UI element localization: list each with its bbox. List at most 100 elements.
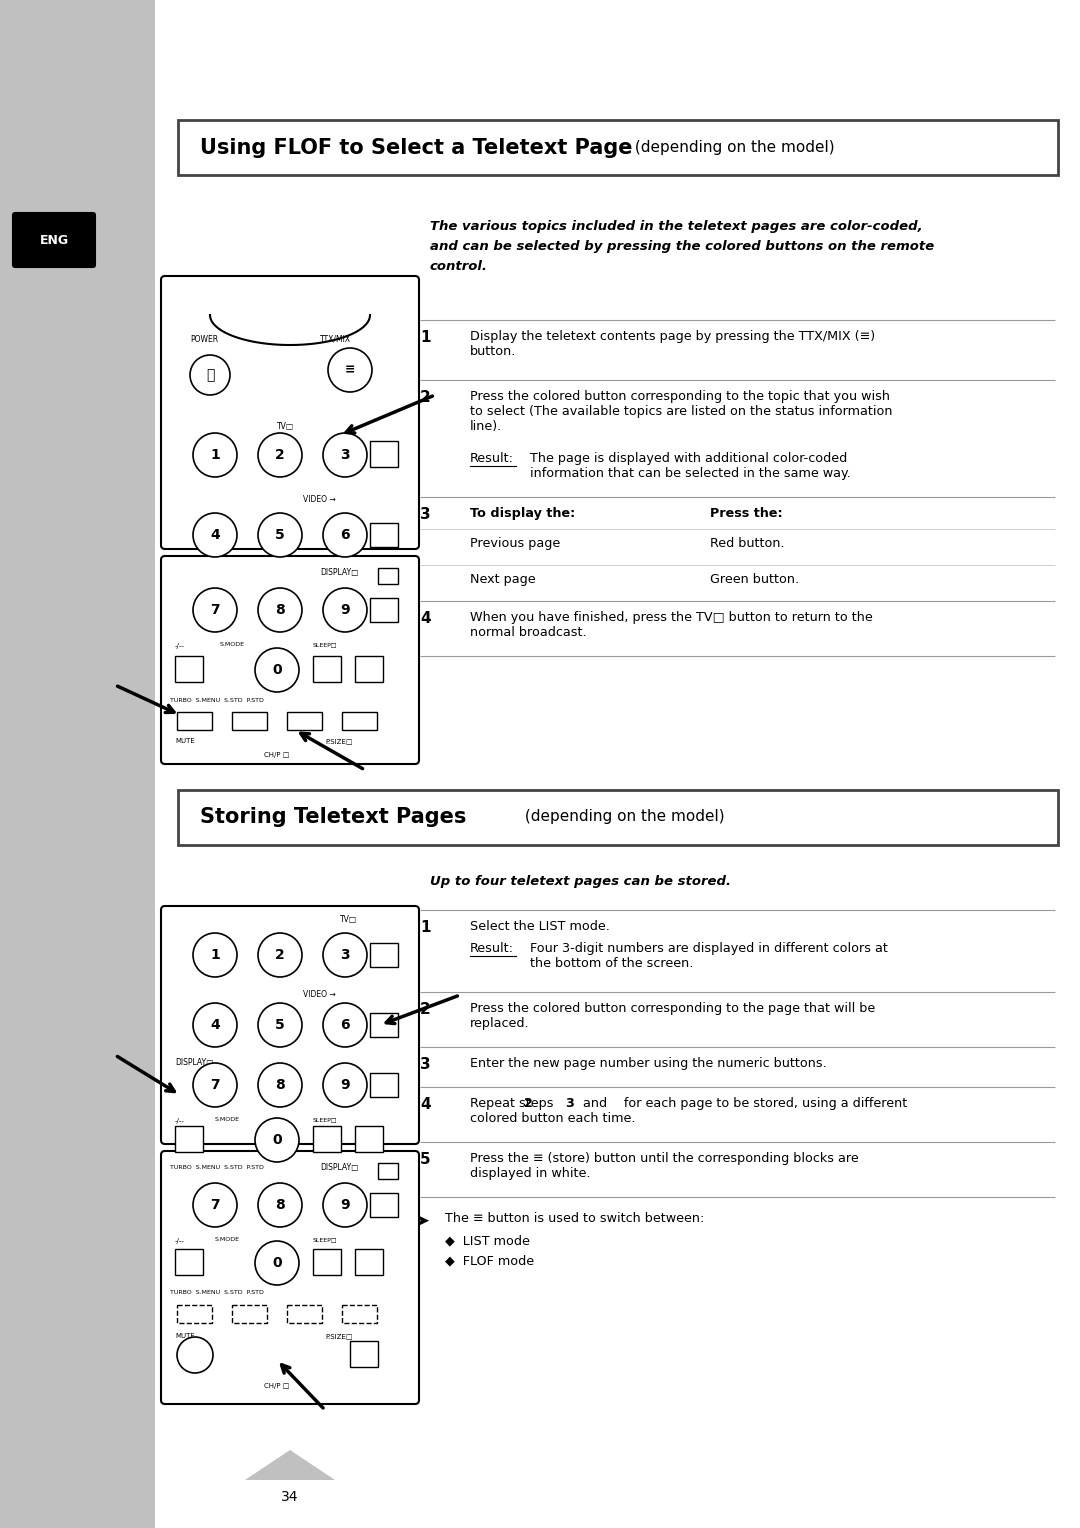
Bar [313, 656, 341, 681]
Text: 6: 6 [340, 529, 350, 542]
Text: Press the ≡ (store) button until the corresponding blocks are
displayed in white: Press the ≡ (store) button until the cor… [470, 1152, 859, 1180]
Circle shape [258, 432, 302, 477]
Text: and can be selected by pressing the colored buttons on the remote: and can be selected by pressing the colo… [430, 240, 934, 254]
Text: ENG: ENG [40, 234, 68, 246]
Text: 0: 0 [272, 1256, 282, 1270]
Text: Red button.: Red button. [710, 536, 785, 550]
Circle shape [255, 1118, 299, 1161]
Circle shape [255, 1241, 299, 1285]
Text: Green button.: Green button. [710, 573, 799, 587]
Bar [232, 1305, 267, 1323]
Text: CH/P □: CH/P □ [265, 752, 289, 758]
FancyBboxPatch shape [13, 212, 95, 267]
FancyBboxPatch shape [161, 277, 419, 549]
Bar [355, 656, 383, 681]
Text: 8: 8 [275, 1077, 285, 1093]
Text: Result:: Result: [470, 941, 514, 955]
Bar [177, 1305, 212, 1323]
FancyBboxPatch shape [161, 1151, 419, 1404]
Text: 1: 1 [420, 330, 431, 345]
Circle shape [258, 934, 302, 976]
Bar [287, 712, 322, 730]
Text: 0: 0 [272, 1132, 282, 1148]
Text: Repeat steps   and  for each page to be stored, using a different
colored button: Repeat steps and for each page to be sto… [470, 1097, 907, 1125]
Circle shape [193, 1063, 237, 1106]
Bar [313, 1248, 341, 1274]
Text: TURBO  S.MENU  S.STD  P.STD: TURBO S.MENU S.STD P.STD [170, 1164, 264, 1170]
Text: 7: 7 [211, 604, 220, 617]
Text: TURBO  S.MENU  S.STD  P.STD: TURBO S.MENU S.STD P.STD [170, 698, 264, 703]
Bar [370, 597, 399, 622]
Text: S.MODE: S.MODE [215, 1238, 240, 1242]
Circle shape [323, 432, 367, 477]
Text: 2: 2 [524, 1097, 532, 1109]
Text: (depending on the model): (depending on the model) [630, 141, 835, 154]
Text: TV□: TV□ [340, 915, 357, 924]
Text: When you have finished, press the TV□ button to return to the
normal broadcast.: When you have finished, press the TV□ bu… [470, 611, 873, 639]
Text: 1: 1 [420, 920, 431, 935]
Text: 3: 3 [340, 947, 350, 963]
Text: VIDEO →: VIDEO → [303, 495, 336, 504]
Text: Press the colored button corresponding to the page that will be
replaced.: Press the colored button corresponding t… [470, 1002, 875, 1030]
Text: Display the teletext contents page by pressing the TTX/MIX (≡)
button.: Display the teletext contents page by pr… [470, 330, 875, 358]
Circle shape [258, 1063, 302, 1106]
Bar [177, 712, 212, 730]
Text: Four 3-digit numbers are displayed in different colors at
the bottom of the scre: Four 3-digit numbers are displayed in di… [530, 941, 888, 970]
Text: Enter the new page number using the numeric buttons.: Enter the new page number using the nume… [470, 1057, 827, 1070]
Text: P.SIZE□: P.SIZE□ [325, 1332, 352, 1339]
Text: -/--: -/-- [175, 643, 185, 649]
Text: 3: 3 [420, 1057, 431, 1073]
Bar [175, 656, 203, 681]
Text: 3: 3 [565, 1097, 573, 1109]
Circle shape [258, 513, 302, 558]
Text: 3: 3 [420, 507, 431, 523]
Text: CH/P □: CH/P □ [265, 1383, 289, 1389]
Circle shape [323, 1183, 367, 1227]
Circle shape [193, 1183, 237, 1227]
Text: Using FLOF to Select a Teletext Page: Using FLOF to Select a Teletext Page [200, 138, 633, 157]
Text: 5: 5 [420, 1152, 431, 1167]
Circle shape [258, 588, 302, 633]
Text: ≡: ≡ [345, 364, 355, 376]
Text: 34: 34 [281, 1490, 299, 1504]
Text: TTX/MIX: TTX/MIX [320, 335, 351, 344]
Text: 1: 1 [211, 947, 220, 963]
Text: Result:: Result: [470, 452, 514, 465]
Text: Next page: Next page [470, 573, 536, 587]
Bar [378, 568, 399, 584]
Text: Press the colored button corresponding to the topic that you wish
to select (The: Press the colored button corresponding t… [470, 390, 892, 432]
Text: DISPLAY□: DISPLAY□ [320, 1163, 359, 1172]
Text: Up to four teletext pages can be stored.: Up to four teletext pages can be stored. [430, 876, 731, 888]
Text: S.MODE: S.MODE [215, 1117, 240, 1122]
Text: SLEEP□: SLEEP□ [313, 642, 338, 646]
Circle shape [323, 1002, 367, 1047]
Bar [370, 442, 399, 468]
Bar [313, 1126, 341, 1152]
Bar [178, 121, 1058, 176]
Bar [355, 1248, 383, 1274]
Text: 1: 1 [211, 448, 220, 461]
Bar [175, 1126, 203, 1152]
Text: 4: 4 [420, 611, 431, 626]
Bar [232, 712, 267, 730]
Text: 0: 0 [272, 663, 282, 677]
Bar [355, 1126, 383, 1152]
Circle shape [193, 432, 237, 477]
Text: The various topics included in the teletext pages are color-coded,: The various topics included in the telet… [430, 220, 922, 232]
Circle shape [323, 934, 367, 976]
Text: 2: 2 [275, 448, 285, 461]
Text: 4: 4 [420, 1097, 431, 1112]
Text: 5: 5 [275, 529, 285, 542]
Text: (depending on the model): (depending on the model) [519, 810, 725, 825]
Text: 2: 2 [275, 947, 285, 963]
Bar [287, 1305, 322, 1323]
Text: Storing Teletext Pages: Storing Teletext Pages [200, 807, 467, 827]
Bar [342, 712, 377, 730]
Text: SLEEP□: SLEEP□ [313, 1238, 338, 1242]
Circle shape [177, 1337, 213, 1374]
Text: -/--: -/-- [175, 1238, 185, 1244]
Text: The ≡ button is used to switch between:: The ≡ button is used to switch between: [445, 1212, 704, 1225]
Bar [370, 1013, 399, 1038]
Text: DISPLAY□: DISPLAY□ [175, 1057, 214, 1067]
Circle shape [193, 513, 237, 558]
